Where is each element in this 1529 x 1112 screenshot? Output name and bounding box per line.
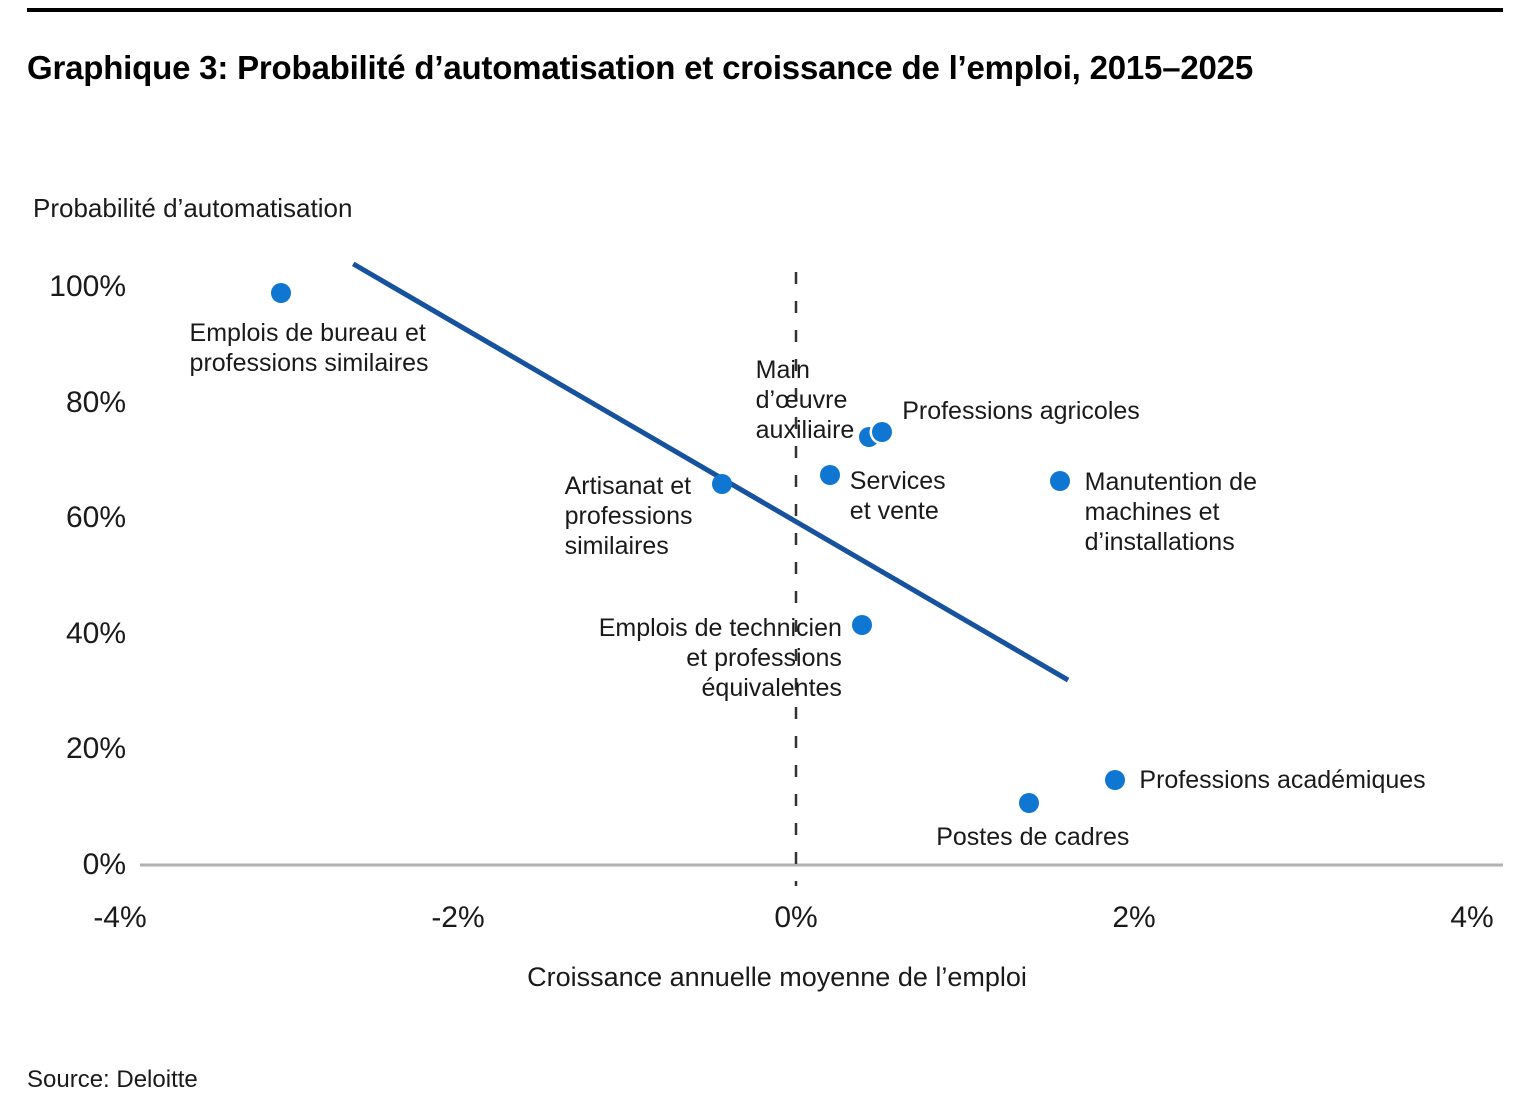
y-tick-label: 60% <box>65 501 126 535</box>
x-tick-label: 4% <box>1450 901 1494 934</box>
data-point-services-et-vente <box>819 464 840 485</box>
data-point-emplois-de-technicien <box>851 615 872 636</box>
point-label-postes-de-cadres: Postes de cadres <box>936 823 1130 852</box>
source-note: Source: Deloitte <box>27 1066 198 1093</box>
y-axis-title: Probabilité d’automatisation <box>33 193 353 223</box>
point-label-services-et-vente: Services et vente <box>849 466 946 525</box>
point-label-emplois-de-bureau: Emplois de bureau et professions similai… <box>189 318 429 377</box>
point-label-professions-academiques: Professions académiques <box>1139 766 1426 795</box>
x-tick-label: 0% <box>774 901 818 934</box>
point-label-main-doeuvre-auxiliaire: Main d’œuvre auxiliaire <box>755 356 855 445</box>
y-tick-label: 100% <box>49 270 126 303</box>
y-tick-label: 80% <box>65 385 126 419</box>
trend-line <box>351 261 1070 683</box>
data-point-postes-de-cadres <box>1019 793 1040 814</box>
y-tick-label: 0% <box>82 848 126 881</box>
y-tick-label: 20% <box>65 732 126 766</box>
x-tick-label: -4% <box>93 901 147 934</box>
data-point-manutention <box>1049 470 1070 491</box>
point-label-emplois-de-technicien: Emplois de technicien et professions équ… <box>598 614 842 703</box>
x-tick-label: -2% <box>431 901 485 934</box>
data-point-professions-agricoles <box>872 421 893 442</box>
point-label-artisanat: Artisanat et professions similaires <box>564 471 693 560</box>
x-axis-title: Croissance annuelle moyenne de l’emploi <box>527 962 1027 992</box>
top-rule <box>27 8 1503 12</box>
data-point-professions-academiques <box>1105 770 1126 791</box>
x-tick-label: 2% <box>1112 901 1156 934</box>
data-point-emplois-de-bureau <box>270 282 291 303</box>
chart-title: Graphique 3: Probabilité d’automatisatio… <box>27 49 1253 87</box>
point-label-professions-agricoles: Professions agricoles <box>902 396 1140 425</box>
point-label-manutention: Manutention de machines et d’installatio… <box>1084 467 1257 556</box>
y-tick-label: 40% <box>65 616 126 650</box>
data-point-artisanat <box>711 473 732 494</box>
